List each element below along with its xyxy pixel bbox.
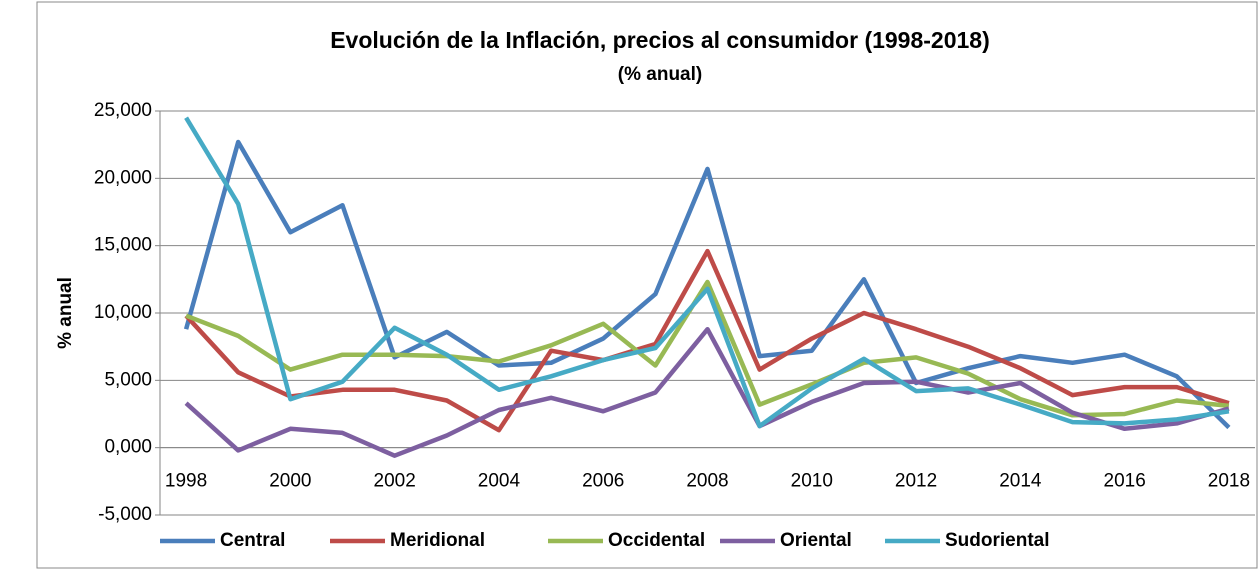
chart-title: Evolución de la Inflación, precios al co… xyxy=(330,27,990,53)
x-tick-label: 1998 xyxy=(165,471,207,492)
y-tick-label: -5,000 xyxy=(98,504,152,525)
legend-label: Meridional xyxy=(390,530,485,551)
y-tick-label: 15,000 xyxy=(94,235,152,256)
y-tick-label: 20,000 xyxy=(94,167,152,188)
y-tick-label: 10,000 xyxy=(94,302,152,323)
x-tick-label: 2006 xyxy=(582,471,624,492)
y-axis-label: % anual xyxy=(55,277,76,349)
x-tick-label: 2014 xyxy=(999,471,1042,492)
x-tick-label: 2004 xyxy=(478,471,521,492)
legend-label: Sudoriental xyxy=(945,530,1050,551)
series-line xyxy=(184,248,1230,433)
x-tick-label: 2012 xyxy=(895,471,937,492)
chart-subtitle: (% anual) xyxy=(618,64,702,85)
legend-label: Central xyxy=(220,530,285,551)
x-tick-label: 2018 xyxy=(1208,471,1250,492)
y-tick-label: 0,000 xyxy=(104,437,152,458)
x-tick-label: 2016 xyxy=(1104,471,1146,492)
legend-label: Occidental xyxy=(608,530,705,551)
series-line xyxy=(184,326,1230,458)
y-tick-label: 5,000 xyxy=(104,369,152,390)
chart-border xyxy=(36,1,1258,569)
series-line xyxy=(183,139,1231,430)
series-line xyxy=(185,279,1230,418)
series-line xyxy=(184,116,1230,429)
legend-label: Oriental xyxy=(780,530,852,551)
x-tick-label: 2000 xyxy=(269,471,311,492)
x-tick-label: 2008 xyxy=(686,471,728,492)
y-tick-label: 25,000 xyxy=(94,100,152,121)
x-tick-label: 2002 xyxy=(374,471,416,492)
x-tick-label: 2010 xyxy=(791,471,833,492)
